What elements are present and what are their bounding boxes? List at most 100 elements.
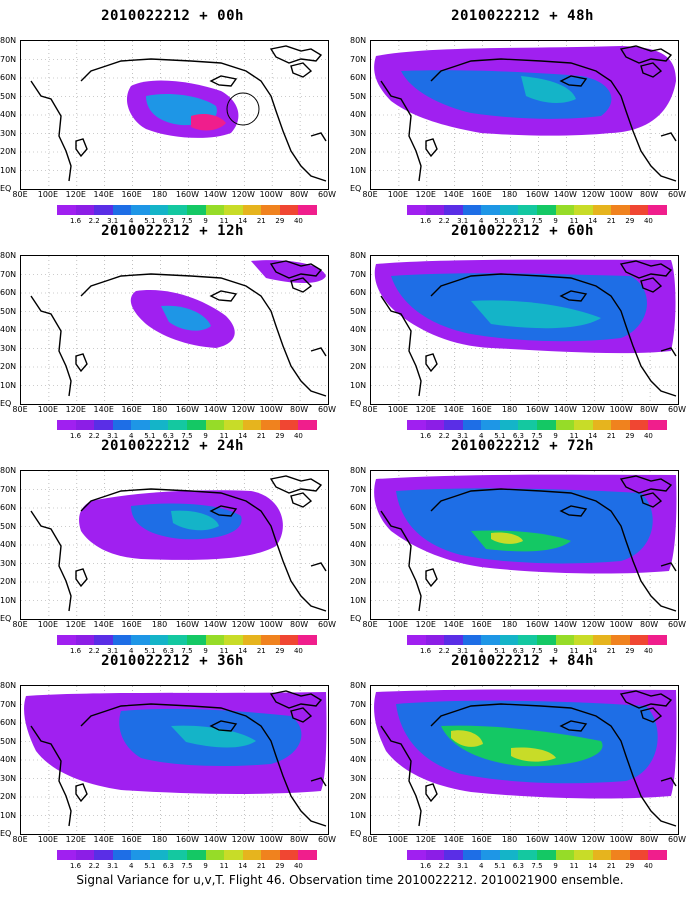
panel-title: 2010022212 + 72h	[451, 438, 594, 454]
latitude-label: 10N	[0, 595, 17, 605]
latitude-label: EQ	[0, 184, 12, 193]
colorbar-labels: 1.6 2.2 3.1 4 5.1 6.3 7.5 9 11 14 21 29 40	[407, 862, 667, 872]
latitude-label: 50N	[350, 91, 367, 101]
colorbar-swatch	[224, 420, 243, 430]
colorbar-tick-label: 7.5	[181, 217, 193, 225]
map-canvas	[21, 256, 328, 404]
colorbar-swatch	[536, 635, 556, 645]
latitude-label: EQ	[0, 614, 12, 623]
longitude-label: 60W	[317, 405, 337, 414]
colorbar-tick-label: 4	[479, 217, 484, 225]
longitude-axis: 80E 100E 120E 140E 160E 180 160W 140W 120W 100W 80…	[360, 190, 687, 200]
colorbar-tick-label: 1.6	[69, 432, 82, 440]
longitude-label: 60W	[667, 190, 687, 199]
colorbar-tick-label: 14	[588, 217, 598, 225]
colorbar	[57, 635, 317, 645]
colorbar	[407, 850, 667, 860]
longitude-label: 120W	[581, 835, 605, 844]
colorbar-swatch	[168, 420, 187, 430]
longitude-label: 80E	[12, 620, 28, 629]
latitude-label: 40N	[0, 110, 17, 119]
latitude-label: 60N	[0, 288, 17, 297]
coastline	[290, 492, 313, 508]
latitude-label: 30N	[0, 343, 17, 353]
colorbar-swatch	[611, 635, 630, 645]
latitude-label: 50N	[350, 736, 367, 746]
variance-contour	[161, 305, 211, 331]
colorbar-swatch	[205, 635, 225, 645]
colorbar-tick-label: 11	[569, 432, 579, 440]
panel-title: 2010022212 + 36h	[101, 653, 244, 669]
colorbar-swatch	[555, 420, 575, 430]
colorbar-tick-label: 3.1	[457, 217, 469, 225]
colorbar-swatch	[131, 420, 150, 430]
colorbar-tick-label: 9	[553, 217, 558, 225]
longitude-label: 180	[501, 190, 518, 199]
colorbar-swatch	[94, 850, 113, 860]
latitude-label: 40N	[0, 755, 17, 764]
longitude-label: 180	[151, 405, 168, 414]
latitude-axis: 80N 70N 60N 50N 40N 30N 20N 10N EQ	[0, 36, 18, 193]
colorbar-tick-label: 29	[625, 862, 635, 870]
longitude-label: 120W	[581, 190, 605, 199]
colorbar-tick-label: 29	[625, 217, 635, 225]
colorbar-tick-label: 11	[219, 647, 229, 655]
colorbar-tick-label: 11	[569, 862, 579, 870]
longitude-label: 180	[151, 190, 168, 199]
colorbar-swatch	[574, 420, 593, 430]
colorbar	[57, 205, 317, 215]
colorbar-tick-label: 40	[643, 217, 653, 225]
latitude-label: 30N	[350, 773, 367, 783]
map-plot	[370, 470, 679, 620]
panel-title: 2010022212 + 24h	[101, 438, 244, 454]
coastline	[290, 62, 313, 78]
colorbar-labels: 1.6 2.2 3.1 4 5.1 6.3 7.5 9 11 14 21 29 40	[407, 647, 667, 657]
latitude-label: EQ	[350, 184, 362, 193]
colorbar-swatch	[518, 420, 537, 430]
colorbar-tick-label: 2.2	[88, 432, 100, 440]
colorbar-swatch	[499, 205, 519, 215]
colorbar-tick-label: 21	[256, 217, 266, 225]
longitude-axis: 80E 100E 120E 140E 160E 180 160W 140W 120W 100W 80…	[10, 620, 336, 630]
colorbar-tick-label: 14	[588, 647, 598, 655]
coastline	[75, 783, 88, 803]
colorbar-swatch	[574, 205, 593, 215]
colorbar-tick-label: 2.2	[438, 647, 450, 655]
latitude-label: 80N	[350, 681, 367, 690]
colorbar-tick-label: 7.5	[531, 862, 543, 870]
latitude-label: 70N	[350, 484, 367, 494]
colorbar-swatch	[205, 420, 225, 430]
colorbar-tick-label: 6.3	[162, 862, 174, 870]
longitude-label: 120E	[65, 835, 86, 844]
colorbar-swatch	[407, 205, 426, 215]
colorbar-swatch	[131, 850, 150, 860]
coastline	[619, 45, 673, 64]
colorbar-swatch	[444, 850, 463, 860]
longitude-label: 180	[501, 405, 518, 414]
longitude-label: 140W	[203, 620, 227, 629]
coastline	[425, 353, 438, 373]
map-canvas	[371, 686, 678, 834]
colorbar-swatch	[57, 420, 76, 430]
colorbar-tick-label: 5.1	[494, 217, 506, 225]
colorbar-tick-label: 7.5	[531, 432, 543, 440]
colorbar-swatch	[261, 420, 280, 430]
colorbar-swatch	[648, 850, 667, 860]
latitude-label: EQ	[350, 829, 362, 838]
colorbar-swatch	[75, 635, 95, 645]
coastline	[640, 707, 663, 723]
colorbar-swatch	[574, 850, 593, 860]
colorbar-tick-label: 6.3	[162, 432, 174, 440]
latitude-label: 80N	[0, 251, 17, 260]
colorbar-swatch	[518, 635, 537, 645]
colorbar-swatch	[261, 850, 280, 860]
longitude-label: 100W	[259, 620, 283, 629]
colorbar	[407, 420, 667, 430]
colorbar	[57, 850, 317, 860]
colorbar-swatch	[131, 205, 150, 215]
colorbar-tick-label: 1.6	[69, 862, 82, 870]
observation-circle	[226, 92, 260, 126]
colorbar-tick-label: 9	[203, 217, 208, 225]
latitude-label: 80N	[0, 36, 17, 45]
map-plot	[20, 470, 329, 620]
